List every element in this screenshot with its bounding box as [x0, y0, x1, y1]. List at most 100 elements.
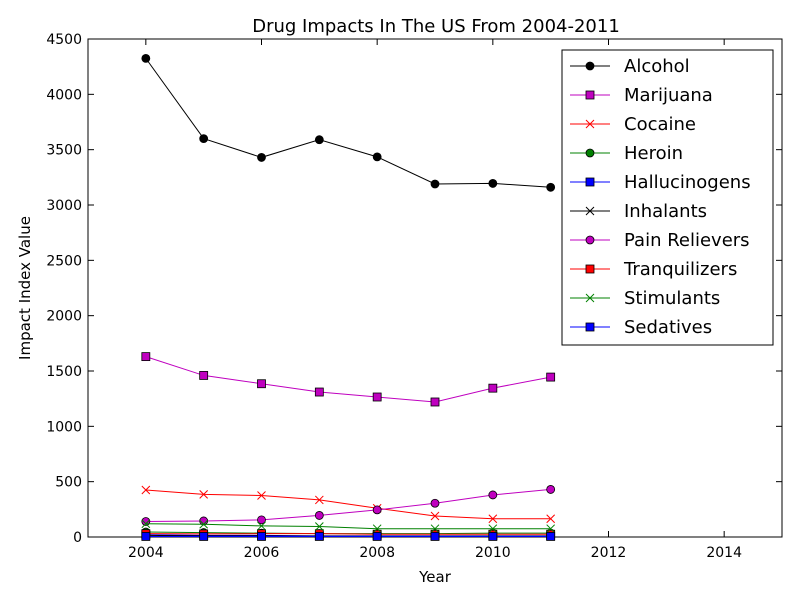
- y-tick-label-4000: 4000: [46, 87, 82, 103]
- legend-entry-pain-relievers: Pain Relievers: [570, 230, 750, 251]
- legend-marker-cocaine-stroke-b: [585, 119, 595, 129]
- legend-marker-tranquilizers: [585, 264, 595, 274]
- data-point-sedatives-2007: [314, 532, 324, 541]
- x-tick-label-2012: 2012: [591, 545, 627, 561]
- y-tick-label-0: 0: [73, 530, 82, 546]
- y-tick-label-4500: 4500: [46, 32, 82, 48]
- data-point-sedatives-2010: [488, 532, 498, 541]
- legend-entry-stimulants: Stimulants: [570, 288, 720, 309]
- legend-marker-inhalants: [585, 206, 595, 216]
- series-line-stimulants: [145, 523, 551, 530]
- data-point-cocaine-2006-stroke-b: [257, 491, 266, 500]
- data-point-alcohol-2008: [372, 152, 382, 162]
- data-point-stimulants-2005: [199, 519, 209, 529]
- legend-marker-cocaine: [585, 119, 595, 129]
- y-tick-label-2500: 2500: [46, 253, 82, 269]
- data-point-stimulants-2007-stroke-b: [314, 522, 324, 531]
- legend-label-marijuana: Marijuana: [624, 85, 713, 106]
- data-point-marijuana-2005: [199, 371, 209, 380]
- legend-entry-alcohol: Alcohol: [570, 56, 690, 77]
- series-cocaine: [141, 485, 556, 524]
- data-point-marijuana-2010: [488, 383, 498, 393]
- legend-label-sedatives: Sedatives: [624, 317, 712, 338]
- data-point-sedatives-2011: [546, 532, 556, 541]
- legend-marker-stimulants: [585, 293, 595, 303]
- series-line-pain-relievers: [145, 488, 551, 523]
- data-point-cocaine-2011: [546, 514, 556, 524]
- plot-area: 2004 2006 2008 2010 2012 2014 0 500 1000 1500 2000…: [46, 32, 783, 561]
- y-tick-label-2000: 2000: [46, 309, 82, 325]
- y-axis-label: Impact Index Value: [16, 216, 34, 360]
- data-point-sedatives-2008: [372, 532, 382, 541]
- legend-label-inhalants: Inhalants: [624, 201, 707, 222]
- data-point-sedatives-2005: [199, 532, 209, 541]
- data-point-cocaine-2006: [257, 491, 266, 500]
- legend-marker-pain-relievers: [585, 235, 595, 245]
- data-point-cocaine-2005-stroke-b: [199, 490, 209, 499]
- data-point-marijuana-2006: [257, 379, 266, 389]
- x-tick-label-2008: 2008: [359, 545, 395, 561]
- series-pain-relievers: [141, 485, 556, 526]
- legend-marker-marijuana: [585, 90, 595, 100]
- data-point-stimulants-2009-stroke-b: [430, 524, 440, 534]
- data-point-alcohol-2009: [430, 179, 440, 189]
- data-point-marijuana-2011: [546, 372, 556, 382]
- data-point-stimulants-2005-stroke-b: [199, 519, 209, 529]
- data-point-cocaine-2005: [199, 490, 209, 499]
- data-point-pain-relievers-2009: [430, 498, 440, 508]
- data-point-cocaine-2007: [314, 495, 324, 505]
- legend-marker-alcohol: [585, 61, 595, 71]
- data-point-marijuana-2008: [372, 392, 382, 402]
- data-point-marijuana-2004: [141, 352, 151, 362]
- data-point-alcohol-2010: [488, 179, 498, 188]
- data-point-stimulants-2011-stroke-b: [546, 524, 556, 534]
- data-point-cocaine-2007-stroke-b: [314, 495, 324, 505]
- data-point-sedatives-2004: [141, 532, 151, 541]
- data-point-alcohol-2005: [199, 134, 209, 144]
- y-tick-label-1000: 1000: [46, 419, 82, 435]
- data-point-stimulants-2006: [257, 521, 266, 531]
- series-line-alcohol: [145, 58, 551, 188]
- data-point-alcohol-2006: [257, 153, 266, 162]
- legend-label-stimulants: Stimulants: [624, 288, 720, 309]
- data-point-cocaine-2004-stroke-b: [141, 485, 151, 495]
- data-point-cocaine-2010-stroke-b: [488, 514, 498, 524]
- legend-entry-heroin: Heroin: [570, 143, 683, 164]
- series-sedatives: [141, 532, 556, 541]
- data-point-pain-relievers-2007: [314, 511, 324, 520]
- data-point-alcohol-2007: [314, 135, 324, 145]
- data-point-stimulants-2009: [430, 524, 440, 534]
- legend-entry-sedatives: Sedatives: [570, 317, 712, 338]
- legend: Alcohol Marijuana Cocaine Heroin Hallucinoge…: [561, 49, 774, 346]
- series-marijuana: [141, 352, 556, 407]
- x-axis-label: Year: [418, 568, 452, 586]
- data-point-cocaine-2010: [488, 514, 498, 524]
- data-point-marijuana-2007: [314, 387, 324, 397]
- legend-entry-inhalants: Inhalants: [570, 201, 707, 222]
- legend-label-pain-relievers: Pain Relievers: [624, 230, 750, 251]
- legend-marker-sedatives: [585, 322, 595, 332]
- data-point-cocaine-2004: [141, 485, 151, 495]
- x-tick-label-2004: 2004: [128, 545, 164, 561]
- data-point-stimulants-2006-stroke-b: [257, 521, 266, 531]
- data-point-pain-relievers-2008: [372, 505, 382, 515]
- data-point-marijuana-2009: [430, 397, 440, 407]
- data-point-stimulants-2010: [488, 524, 498, 534]
- data-point-cocaine-2011-stroke-b: [546, 514, 556, 524]
- legend-label-hallucinogens: Hallucinogens: [624, 172, 751, 193]
- legend-box: [561, 49, 774, 346]
- data-point-stimulants-2011: [546, 524, 556, 534]
- legend-marker-heroin: [585, 148, 595, 158]
- series-stimulants: [141, 519, 556, 534]
- legend-entry-cocaine: Cocaine: [570, 114, 696, 135]
- legend-label-tranquilizers: Tranquilizers: [623, 259, 737, 280]
- data-point-pain-relievers-2006: [257, 515, 266, 525]
- data-point-stimulants-2007: [314, 522, 324, 531]
- y-tick-label-1500: 1500: [46, 364, 82, 380]
- x-tick-label-2010: 2010: [475, 545, 511, 561]
- y-tick-label-3000: 3000: [46, 198, 82, 214]
- data-point-alcohol-2011: [546, 182, 556, 192]
- data-point-alcohol-2004: [141, 53, 151, 63]
- legend-entry-hallucinogens: Hallucinogens: [570, 172, 751, 193]
